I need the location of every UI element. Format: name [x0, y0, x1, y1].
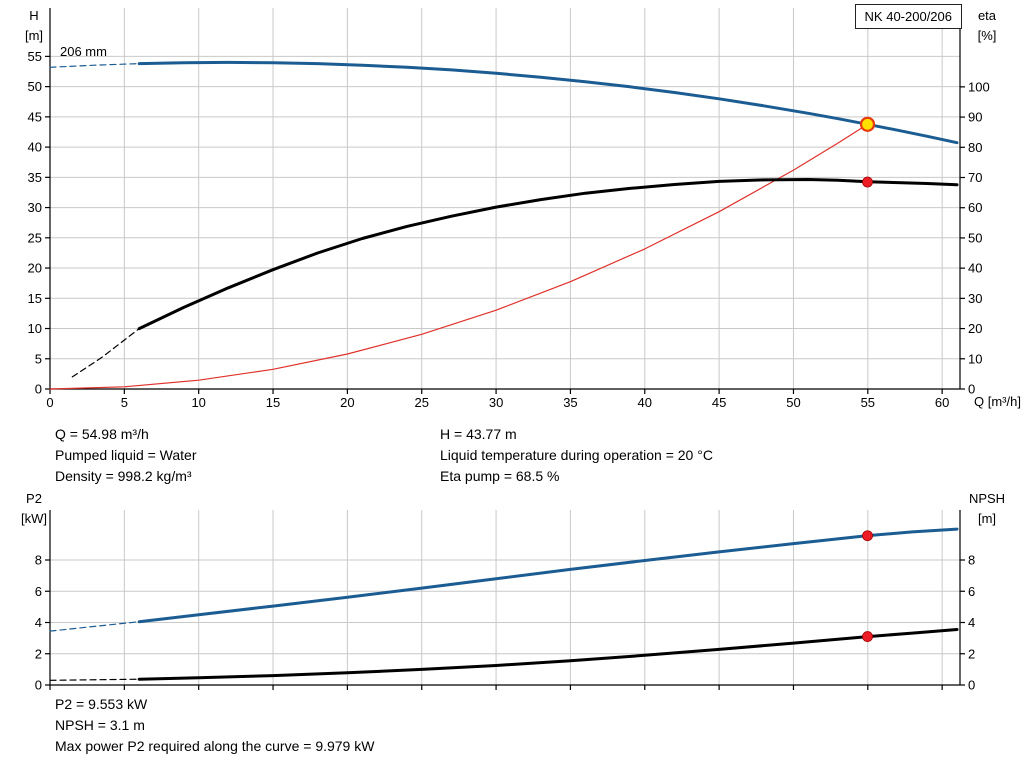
npsh-axis-name: NPSH	[968, 491, 1006, 506]
power-info: P2 = 9.553 kW NPSH = 3.1 m Max power P2 …	[55, 694, 374, 757]
pump-type-box: NK 40-200/206	[854, 4, 962, 29]
left-tick-label: 30	[28, 200, 42, 215]
eta-axis-name: eta	[977, 8, 997, 23]
left-tick-label: 15	[28, 291, 42, 306]
npsh-axis-unit: [m]	[977, 510, 997, 526]
eta-curve-extrapolation	[71, 328, 140, 378]
x-tick-label: 15	[266, 395, 280, 410]
right-tick-label: 2	[968, 646, 975, 661]
p2-axis-unit: [kW]	[21, 510, 47, 526]
x-tick-label: 10	[191, 395, 205, 410]
left-tick-label: 0	[35, 678, 42, 693]
p2-axis-name: P2	[26, 491, 42, 506]
right-tick-label: 60	[968, 200, 982, 215]
info-line-h: H = 43.77 m	[440, 426, 517, 442]
left-tick-label: 5	[35, 351, 42, 366]
duty-point	[859, 116, 876, 132]
x-tick-label: 45	[712, 395, 726, 410]
x-tick-label: 40	[638, 395, 652, 410]
info-line-q: Q = 54.98 m³/h	[55, 426, 149, 442]
left-tick-label: 6	[35, 584, 42, 599]
right-tick-label: 20	[968, 321, 982, 336]
head-curve-extrapolation	[49, 63, 140, 68]
left-tick-label: 55	[28, 49, 42, 64]
right-tick-label: 90	[968, 110, 982, 125]
h-axis-title: H [m]	[16, 6, 52, 45]
eta-curve	[137, 178, 959, 331]
left-tick-label: 45	[28, 109, 42, 124]
x-tick-label: 55	[861, 395, 875, 410]
info-line-eta: Eta pump = 68.5 %	[440, 468, 560, 484]
left-tick-label: 8	[35, 553, 42, 568]
info-line-npsh: NPSH = 3.1 m	[55, 717, 145, 733]
left-tick-label: 2	[35, 646, 42, 661]
npsh-curve-extrapolation	[49, 678, 140, 681]
npsh-axis-title: NPSH [m]	[962, 489, 1012, 528]
x-tick-label: 60	[935, 395, 949, 410]
right-tick-label: 50	[968, 230, 982, 245]
eta-axis-unit: [%]	[977, 27, 997, 43]
left-tick-label: 0	[35, 382, 42, 397]
right-tick-label: 70	[968, 170, 982, 185]
x-tick-label: 50	[786, 395, 800, 410]
x-tick-label: 20	[340, 395, 354, 410]
right-tick-label: 0	[968, 678, 975, 693]
p2-axis-title: P2 [kW]	[14, 489, 54, 528]
head-curve	[137, 60, 959, 145]
left-tick-label: 10	[28, 321, 42, 336]
info-line-p2: P2 = 9.553 kW	[55, 696, 148, 712]
p2-curve-extrapolation	[49, 621, 140, 632]
h-axis-unit: [m]	[24, 27, 44, 43]
left-tick-label: 25	[28, 230, 42, 245]
right-tick-label: 30	[968, 291, 982, 306]
right-tick-label: 40	[968, 261, 982, 276]
info-line-liquid: Pumped liquid = Water	[55, 447, 197, 463]
left-tick-label: 35	[28, 170, 42, 185]
p2-operating-point	[862, 530, 873, 542]
left-tick-label: 50	[28, 79, 42, 94]
left-tick-label: 20	[28, 261, 42, 276]
info-line-max-power: Max power P2 required along the curve = …	[55, 738, 375, 754]
h-axis-name: H	[29, 8, 39, 23]
system-curve	[49, 123, 869, 390]
right-tick-label: 0	[968, 382, 975, 397]
right-tick-label: 10	[968, 351, 982, 366]
q-axis-title: Q [m³/h]	[974, 394, 1021, 409]
right-tick-label: 6	[968, 584, 975, 599]
npsh-operating-point	[862, 631, 873, 642]
right-tick-label: 4	[968, 615, 975, 630]
eta-axis-title: eta [%]	[966, 6, 1008, 45]
x-tick-label: 35	[563, 395, 577, 410]
impeller-size-label: 206 mm	[60, 44, 107, 59]
left-tick-label: 4	[35, 615, 42, 630]
p2-curve	[137, 527, 959, 624]
right-tick-label: 8	[968, 553, 975, 568]
operating-info-right: H = 43.77 m Liquid temperature during op…	[440, 424, 713, 487]
npsh-curve	[137, 628, 959, 681]
eta-operating-point	[862, 176, 873, 188]
info-line-temperature: Liquid temperature during operation = 20…	[440, 447, 713, 463]
operating-info-left: Q = 54.98 m³/h Pumped liquid = Water Den…	[55, 424, 197, 487]
right-tick-label: 100	[968, 79, 990, 94]
x-tick-label: 25	[414, 395, 428, 410]
x-tick-label: 5	[121, 395, 128, 410]
x-tick-label: 0	[46, 395, 53, 410]
x-tick-label: 30	[489, 395, 503, 410]
left-tick-label: 40	[28, 140, 42, 155]
right-tick-label: 80	[968, 140, 982, 155]
info-line-density: Density = 998.2 kg/m³	[55, 468, 192, 484]
